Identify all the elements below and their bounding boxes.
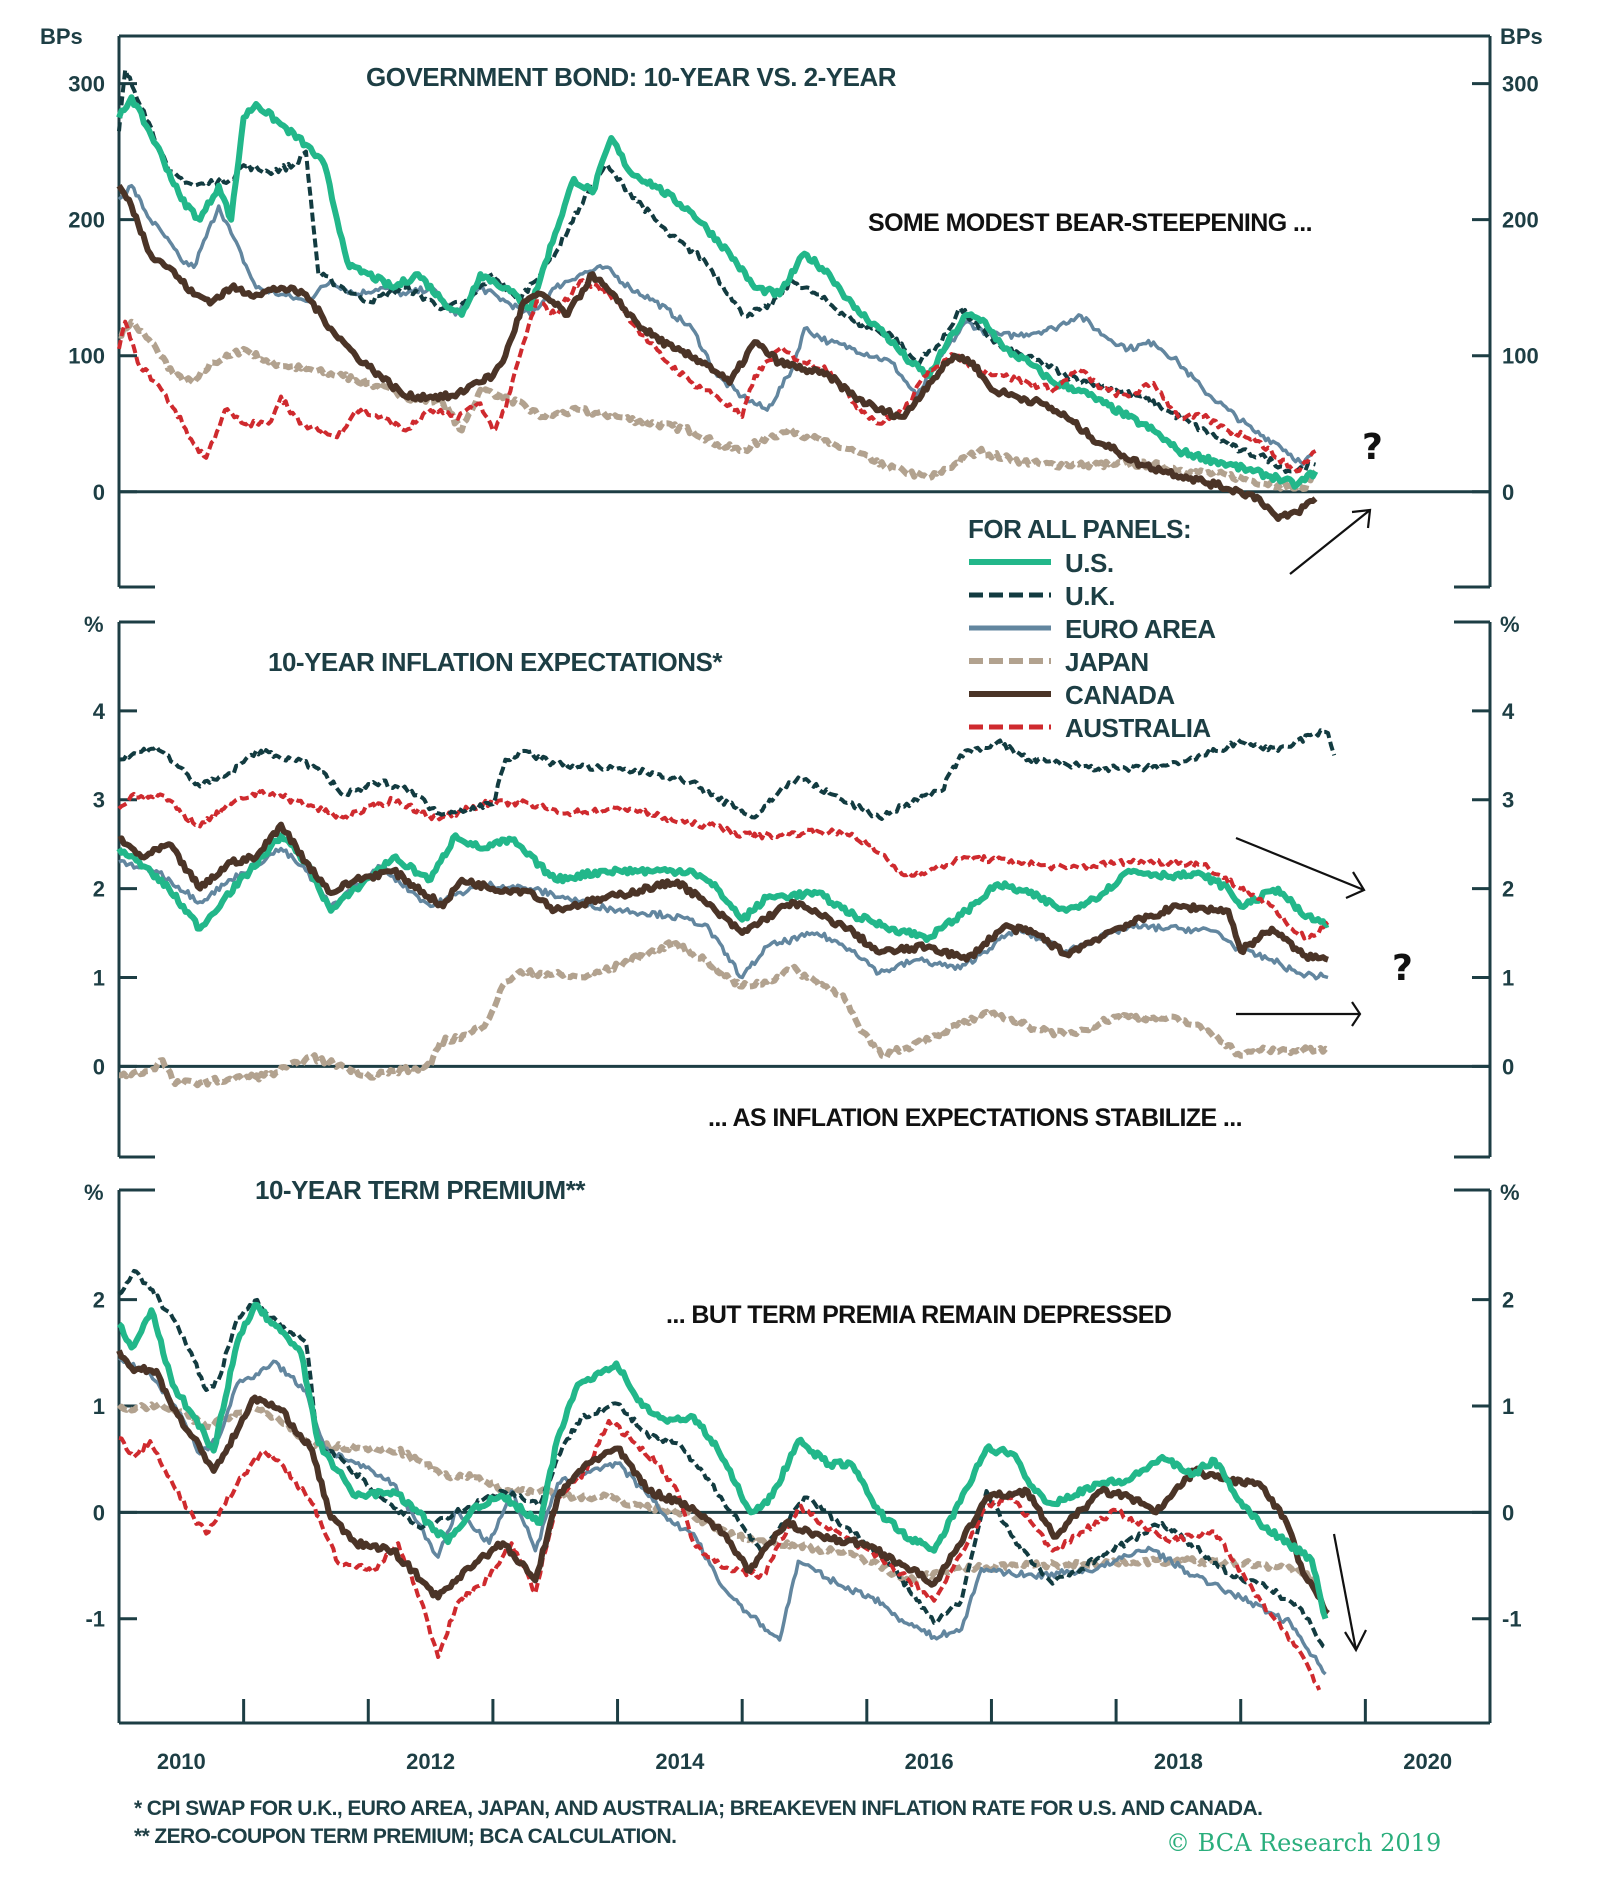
bottom-ytick-label-right: -1 [1502,1607,1522,1632]
middle-flat-arrow-icon [1236,1001,1362,1027]
middle-down-arrow-icon [1235,836,1366,900]
bottom-ytick-label-right: 0 [1502,1500,1514,1525]
bottom-ytick-label-left: 1 [93,1394,105,1419]
legend-label: JAPAN [1065,647,1149,677]
middle-panel-title: 10-YEAR INFLATION EXPECTATIONS* [268,647,723,677]
top-trend-arrow-icon [1289,508,1372,575]
middle-ytick-label-right: 3 [1502,788,1514,813]
middle-unit-right: % [1500,612,1520,637]
copyright: © BCA Research 2019 [1166,1829,1441,1857]
middle-series-australia [117,787,1330,941]
bottom-panel-series [116,1268,1330,1691]
top-ytick-label-left: 300 [68,72,105,97]
middle-panel-series [116,728,1337,1089]
bottom-series-canada [116,1349,1330,1616]
x-tick-label: 2012 [406,1749,455,1774]
middle-ytick-label-right: 0 [1502,1054,1514,1079]
x-tick-label: 2014 [655,1749,705,1774]
middle-series-canada [117,821,1329,963]
middle-ytick-label-left: 2 [93,877,105,902]
legend: FOR ALL PANELS: U.S.U.K.EURO AREAJAPANCA… [968,514,1217,743]
legend-item-canada: CANADA [969,680,1176,710]
top-question-mark: ? [1362,427,1383,468]
x-tick-label: 2016 [905,1749,954,1774]
bottom-ytick-label-left: -1 [85,1607,105,1632]
top-ytick-label-left: 0 [93,480,105,505]
legend-label: CANADA [1065,680,1175,710]
top-series-japan [118,318,1318,493]
top-unit-right: BPs [1500,24,1543,49]
top-panel-annotation: SOME MODEST BEAR-STEEPENING ... [868,209,1312,237]
legend-label: U.K. [1065,581,1115,611]
bottom-series-u-s [116,1301,1329,1620]
legend-label: AUSTRALIA [1065,713,1211,743]
bottom-ytick-label-right: 1 [1502,1394,1514,1419]
bottom-panel-title: 10-YEAR TERM PREMIUM** [255,1175,586,1205]
legend-item-u-s: U.S. [969,548,1114,578]
middle-series-u-s [116,832,1330,943]
legend-item-euro-area: EURO AREA [969,614,1217,644]
middle-question-mark: ? [1392,948,1413,989]
middle-series-japan [118,939,1330,1089]
top-ytick-label-right: 200 [1502,208,1539,233]
legend-title: FOR ALL PANELS: [968,514,1191,544]
middle-unit-left: % [84,612,104,637]
x-tick-label: 2018 [1154,1749,1203,1774]
top-panel-series [116,68,1319,522]
middle-panel-annotation: ... AS INFLATION EXPECTATIONS STABILIZE … [708,1104,1242,1132]
bottom-ytick-label-right: 2 [1502,1288,1514,1313]
top-series-australia [117,278,1317,474]
middle-ytick-label-left: 0 [93,1054,105,1079]
top-series-u-k [117,68,1317,474]
middle-ytick-label-right: 4 [1502,699,1515,724]
legend-item-japan: JAPAN [969,647,1149,677]
x-tick-label: 2020 [1403,1749,1452,1774]
middle-ytick-label-left: 3 [93,788,105,813]
middle-ytick-label-left: 1 [93,965,105,990]
footnote-term-premium: ** ZERO-COUPON TERM PREMIUM; BCA CALCULA… [134,1825,676,1848]
legend-label: EURO AREA [1065,614,1216,644]
middle-ytick-label-right: 1 [1502,965,1514,990]
middle-ytick-label-left: 4 [93,699,106,724]
bottom-series-australia [118,1418,1322,1691]
legend-item-u-k: U.K. [969,581,1116,611]
middle-series-u-k [118,728,1337,821]
middle-ytick-label-right: 2 [1502,877,1514,902]
top-panel-title: GOVERNMENT BOND: 10-YEAR VS. 2-YEAR [366,62,897,92]
top-ytick-label-right: 100 [1502,344,1539,369]
legend-label: U.S. [1065,548,1114,578]
x-tick-label: 2010 [157,1749,206,1774]
footnote-inflation: * CPI SWAP FOR U.K., EURO AREA, JAPAN, A… [134,1797,1262,1820]
top-unit-left: BPs [40,24,83,49]
legend-item-australia: AUSTRALIA [969,713,1212,743]
bottom-unit-right: % [1500,1180,1520,1205]
bottom-unit-left: % [84,1180,104,1205]
top-ytick-label-left: 100 [68,344,105,369]
bottom-panel-annotation: ... BUT TERM PREMIA REMAIN DEPRESSED [666,1301,1171,1329]
bottom-ytick-label-left: 2 [93,1288,105,1313]
tick-labels: 0 0 100 100 200 200 300 300 0 0 1 1 2 2 3 3 4 4 -1 -1 0 0 1 1 2 2… [68,72,1538,1774]
bottom-series-euro-area [118,1356,1327,1676]
top-series-canada [116,184,1318,522]
top-series-u-s [116,94,1319,490]
bottom-down-arrow-icon [1332,1533,1367,1653]
top-ytick-label-right: 300 [1502,72,1539,97]
bottom-ytick-label-left: 0 [93,1500,105,1525]
top-ytick-label-right: 0 [1502,480,1514,505]
top-ytick-label-left: 200 [68,208,105,233]
